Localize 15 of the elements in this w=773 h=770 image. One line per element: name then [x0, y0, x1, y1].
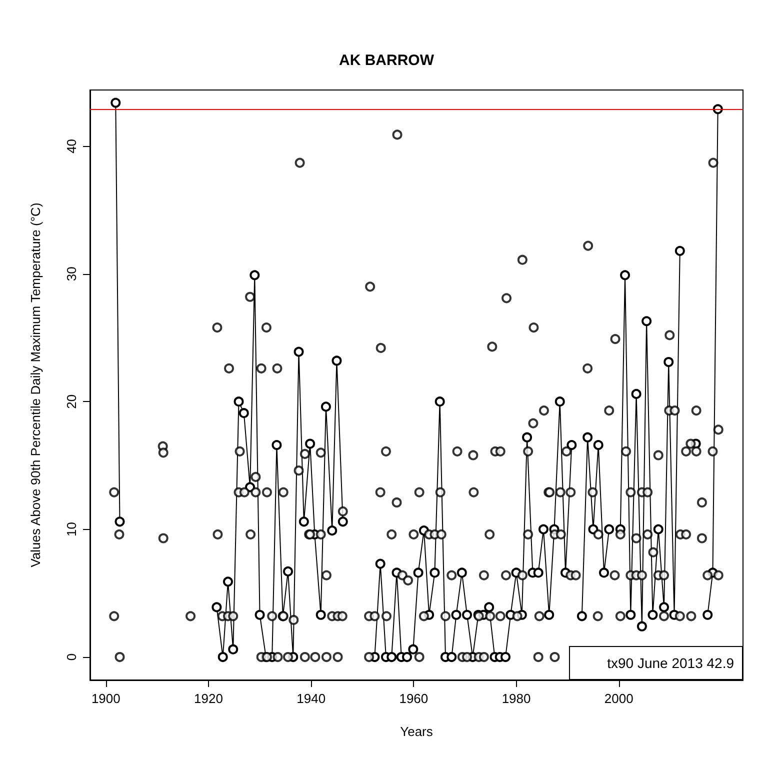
- y-axis-title: Values Above 90th Percentile Daily Maximum Temperature (°C): [28, 202, 43, 568]
- y-tick-label: 10: [64, 522, 79, 537]
- x-tick-label: 1920: [194, 691, 223, 706]
- y-tick-label: 0: [64, 653, 79, 661]
- x-tick-label: 1900: [91, 691, 120, 706]
- x-tick-label: 1940: [296, 691, 326, 706]
- y-tick-label: 30: [64, 266, 79, 282]
- y-tick-label: 20: [64, 394, 79, 409]
- x-axis-title: Years: [400, 724, 434, 739]
- note-box: tx90 June 2013 42.9: [569, 646, 743, 680]
- x-tick-label: 1960: [399, 691, 428, 706]
- y-tick-label: 40: [64, 138, 79, 154]
- chart-title: AK BARROW: [339, 52, 435, 69]
- x-tick-label: 1980: [502, 691, 531, 706]
- x-tick-label: 2000: [604, 691, 634, 706]
